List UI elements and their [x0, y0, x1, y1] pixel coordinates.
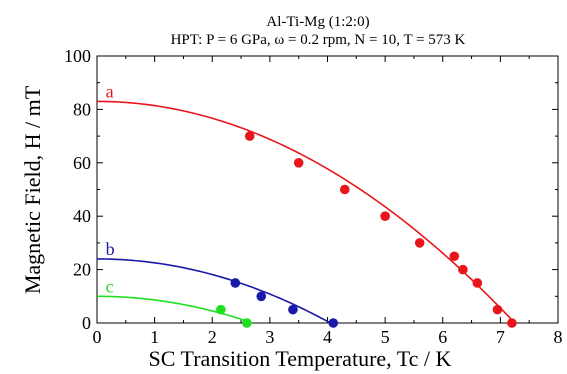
y-tick-label: 80	[73, 99, 91, 119]
fit-curve-a	[96, 100, 516, 324]
x-tick-label: 6	[438, 327, 447, 347]
x-tick-label: 0	[93, 327, 102, 347]
x-tick-label: 3	[265, 327, 274, 347]
x-tick-label: 2	[208, 327, 217, 347]
y-tick-label: 40	[73, 206, 91, 226]
data-point-c	[216, 304, 226, 315]
data-point-a	[380, 211, 390, 221]
chart-title: Al-Ti-Mg (1:2:0)	[266, 14, 369, 30]
fit-curve-c	[97, 295, 253, 324]
y-tick-label: 100	[64, 46, 91, 66]
y-tick-label: 0	[82, 313, 91, 333]
plot-frame	[96, 55, 559, 324]
x-tick-label: 8	[554, 327, 563, 347]
data-point-a	[339, 184, 350, 195]
data-point-c	[242, 318, 252, 328]
fit-curve-b	[96, 258, 331, 324]
y-tick-label: 20	[73, 260, 91, 280]
series-label-b: b	[106, 239, 115, 259]
data-point-b	[328, 318, 339, 328]
series-label-c: c	[106, 276, 114, 296]
data-point-a	[449, 251, 460, 262]
y-axis-label: Magnetic Field, H / mT	[20, 85, 45, 294]
x-axis-label: SC Transition Temperature, Tc / K	[149, 346, 452, 371]
data-point-b	[288, 304, 298, 315]
data-point-a	[244, 131, 255, 141]
x-tick-label: 5	[381, 327, 390, 347]
chart-subtitle: HPT: P = 6 GPa, ω = 0.2 rpm, N = 10, T =…	[171, 32, 466, 48]
series-label-a: a	[106, 81, 114, 101]
x-tick-label: 7	[496, 327, 505, 347]
data-point-a	[293, 158, 304, 168]
data-point-b	[256, 291, 267, 302]
x-tick-label: 1	[150, 327, 159, 347]
y-tick-label: 60	[73, 153, 91, 173]
data-point-a	[414, 238, 425, 248]
data-point-a	[492, 304, 503, 315]
x-tick-label: 4	[323, 327, 332, 347]
data-point-a	[507, 318, 517, 328]
data-point-b	[230, 278, 241, 288]
data-point-a	[458, 264, 468, 275]
data-point-a	[472, 278, 483, 288]
